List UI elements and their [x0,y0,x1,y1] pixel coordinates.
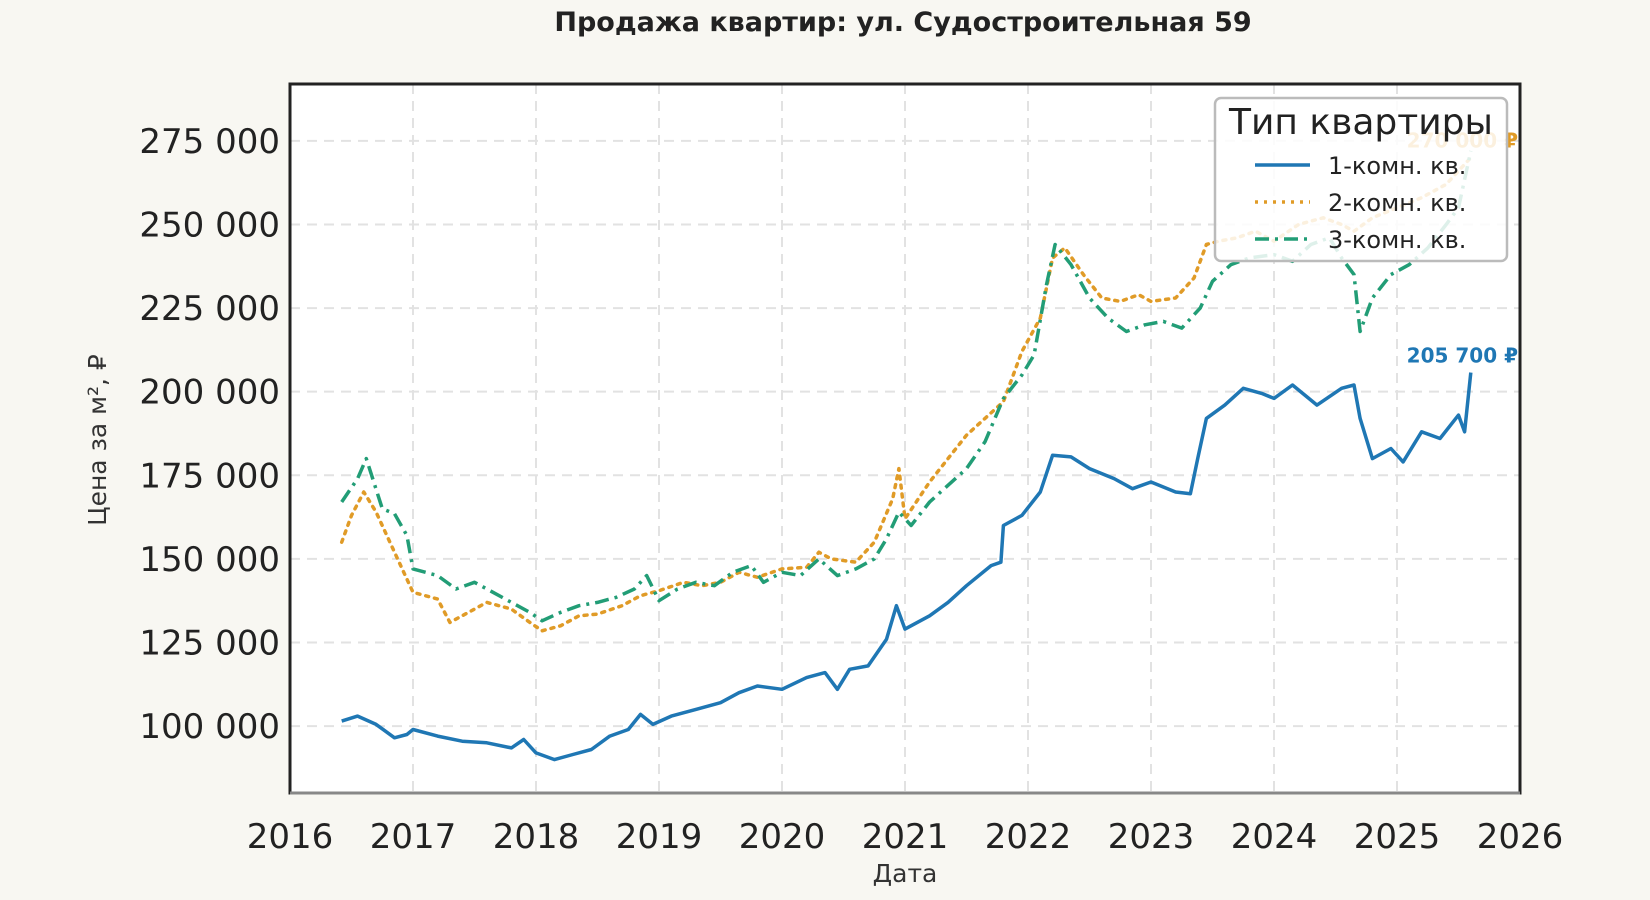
y-axis-ticks: 100 000 125 000 150 000 175 000 200 000 225 0… [139,122,280,747]
y-tick-label: 100 000 [139,707,280,747]
y-tick-label: 125 000 [139,624,280,664]
legend-label-2: 2-комн. кв. [1328,189,1466,217]
x-tick-label: 2019 [616,817,703,857]
x-tick-label: 2018 [493,817,580,857]
x-tick-label: 2025 [1354,817,1441,857]
x-tick-label: 2017 [370,817,457,857]
legend-label-1: 1-комн. кв. [1328,152,1466,180]
legend-title: Тип квартиры [1228,102,1493,143]
y-tick-label: 150 000 [139,540,280,580]
x-tick-label: 2022 [985,817,1072,857]
legend-items: 1-комн. кв. 2-комн. кв. 3-комн. кв. [1255,152,1466,254]
legend-box [1213,96,1509,263]
legend: Тип квартиры 1-комн. кв. 2-комн. кв. 3-ком… [1213,96,1509,263]
x-tick-label: 2024 [1231,817,1318,857]
end-value-label-1: 205 700 ₽ [1407,344,1518,368]
legend-label-3: 3-комн. кв. [1328,226,1466,254]
x-tick-label: 2021 [862,817,949,857]
x-tick-label: 2016 [247,817,334,857]
x-tick-label: 2026 [1477,817,1564,857]
x-axis-ticks: 2016 2017 2018 2019 2020 2021 2022 2023 2024 2025… [247,817,1564,857]
y-tick-label: 250 000 [139,205,280,245]
y-tick-label: 200 000 [139,373,280,413]
series-line-3 [340,150,1473,623]
x-tick-label: 2023 [1108,817,1195,857]
y-tick-label: 225 000 [139,289,280,329]
y-tick-label: 275 000 [139,122,280,162]
x-axis-label: Дата [873,859,938,888]
series-line-1 [341,372,1473,762]
chart-title: Продажа квартир: ул. Судостроительная 59 [554,7,1251,38]
y-axis-label: Цена за м², ₽ [83,354,112,526]
x-tick-label: 2020 [739,817,826,857]
y-tick-label: 175 000 [139,456,280,496]
